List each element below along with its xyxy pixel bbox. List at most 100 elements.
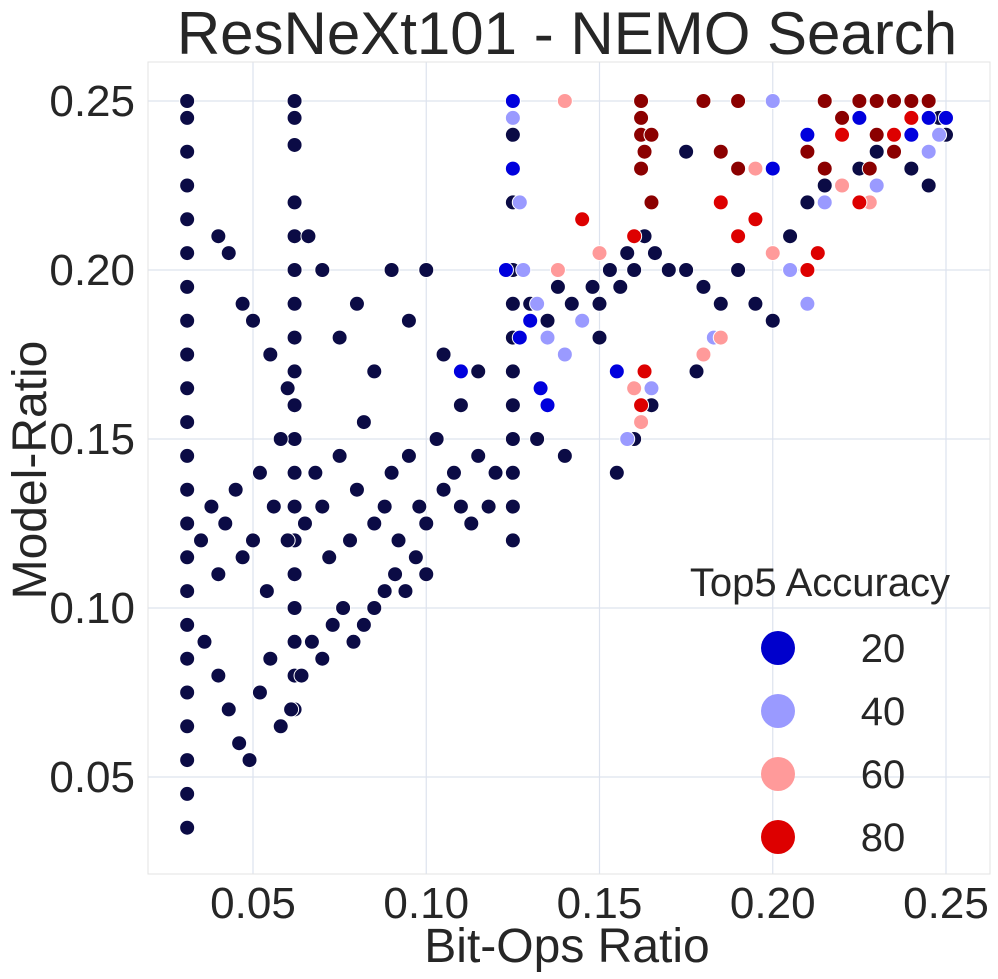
- scatter-point: [730, 228, 747, 245]
- scatter-point: [764, 312, 781, 329]
- scatter-point: [286, 295, 303, 312]
- scatter-point: [851, 109, 868, 126]
- scatter-point: [601, 262, 618, 278]
- scatter-point: [816, 160, 833, 177]
- scatter-point: [563, 295, 580, 312]
- y-axis-label: Model-Ratio: [4, 341, 57, 600]
- scatter-point: [179, 346, 196, 363]
- scatter-point: [619, 245, 636, 262]
- scatter-point: [764, 160, 781, 177]
- scatter-point: [348, 481, 365, 498]
- scatter-point: [245, 312, 261, 329]
- scatter-point: [920, 109, 937, 126]
- scatter-point: [321, 549, 338, 566]
- scatter-point: [903, 109, 920, 126]
- scatter-point: [799, 295, 816, 312]
- scatter-point: [539, 329, 556, 346]
- scatter-point: [591, 295, 608, 312]
- scatter-point: [196, 633, 213, 650]
- scatter-point: [245, 532, 261, 549]
- scatter-point: [633, 160, 650, 177]
- scatter-point: [626, 228, 643, 245]
- scatter-point: [591, 329, 608, 346]
- scatter-point: [227, 481, 244, 498]
- scatter-point: [809, 245, 826, 262]
- scatter-point: [504, 397, 521, 414]
- scatter-point: [283, 701, 300, 718]
- scatter-point: [574, 211, 591, 228]
- scatter-point: [452, 397, 469, 414]
- scatter-point: [643, 126, 660, 143]
- scatter-point: [678, 262, 695, 278]
- scatter-point: [747, 211, 764, 228]
- scatter-point: [504, 363, 521, 380]
- scatter-point: [241, 752, 258, 769]
- scatter-point: [851, 194, 868, 211]
- scatter-point: [179, 93, 196, 109]
- scatter-point: [712, 194, 729, 211]
- scatter-point: [712, 295, 729, 312]
- scatter-point: [179, 447, 196, 464]
- scatter-point: [851, 93, 868, 109]
- scatter-point: [452, 363, 469, 380]
- y-tick-label: 0.20: [49, 246, 135, 295]
- scatter-point: [678, 143, 695, 160]
- scatter-point: [764, 93, 781, 109]
- scatter-point: [511, 194, 528, 211]
- scatter-point: [314, 262, 331, 278]
- legend-marker: [761, 820, 795, 854]
- scatter-point: [633, 414, 650, 431]
- scatter-point: [210, 566, 227, 583]
- scatter-point: [636, 363, 653, 380]
- scatter-point: [515, 262, 532, 278]
- scatter-point: [210, 228, 227, 245]
- scatter-point: [314, 498, 331, 515]
- scatter-point: [179, 515, 196, 532]
- scatter-point: [279, 532, 296, 549]
- scatter-point: [179, 380, 196, 397]
- scatter-point: [504, 431, 521, 447]
- scatter-point: [231, 735, 248, 752]
- scatter-point: [608, 464, 625, 481]
- scatter-point: [217, 515, 234, 532]
- scatter-point: [712, 143, 729, 160]
- scatter-point: [868, 143, 885, 160]
- scatter-point: [522, 312, 539, 329]
- scatter-point: [272, 718, 289, 735]
- scatter-point: [487, 464, 504, 481]
- scatter-point: [920, 93, 937, 109]
- scatter-point: [626, 262, 643, 278]
- scatter-point: [504, 126, 521, 143]
- x-tick-label: 0.25: [903, 879, 989, 928]
- scatter-point: [179, 718, 196, 735]
- scatter-point: [816, 177, 833, 194]
- scatter-point: [480, 498, 497, 515]
- scatter-point: [203, 498, 220, 515]
- scatter-point: [504, 93, 521, 109]
- scatter-point: [286, 363, 303, 380]
- scatter-point: [470, 447, 487, 464]
- scatter-point: [286, 329, 303, 346]
- scatter-point: [286, 228, 303, 245]
- scatter-point: [258, 583, 275, 600]
- scatter-point: [816, 93, 833, 109]
- scatter-point: [834, 126, 851, 143]
- scatter-point: [234, 295, 251, 312]
- scatter-point: [324, 616, 341, 633]
- scatter-point: [383, 464, 400, 481]
- scatter-point: [861, 160, 878, 177]
- scatter-point: [643, 380, 660, 397]
- legend-marker: [761, 757, 795, 791]
- scatter-point: [903, 126, 920, 143]
- scatter-point: [920, 143, 937, 160]
- scatter-point: [251, 464, 268, 481]
- scatter-point: [646, 245, 663, 262]
- scatter-point: [529, 431, 546, 447]
- scatter-point: [179, 312, 196, 329]
- legend-label: 40: [861, 690, 906, 734]
- scatter-point: [584, 278, 601, 295]
- chart-title: ResNeXt101 - NEMO Search: [177, 0, 957, 67]
- scatter-point: [179, 177, 196, 194]
- scatter-point: [179, 549, 196, 566]
- scatter-point: [383, 262, 400, 278]
